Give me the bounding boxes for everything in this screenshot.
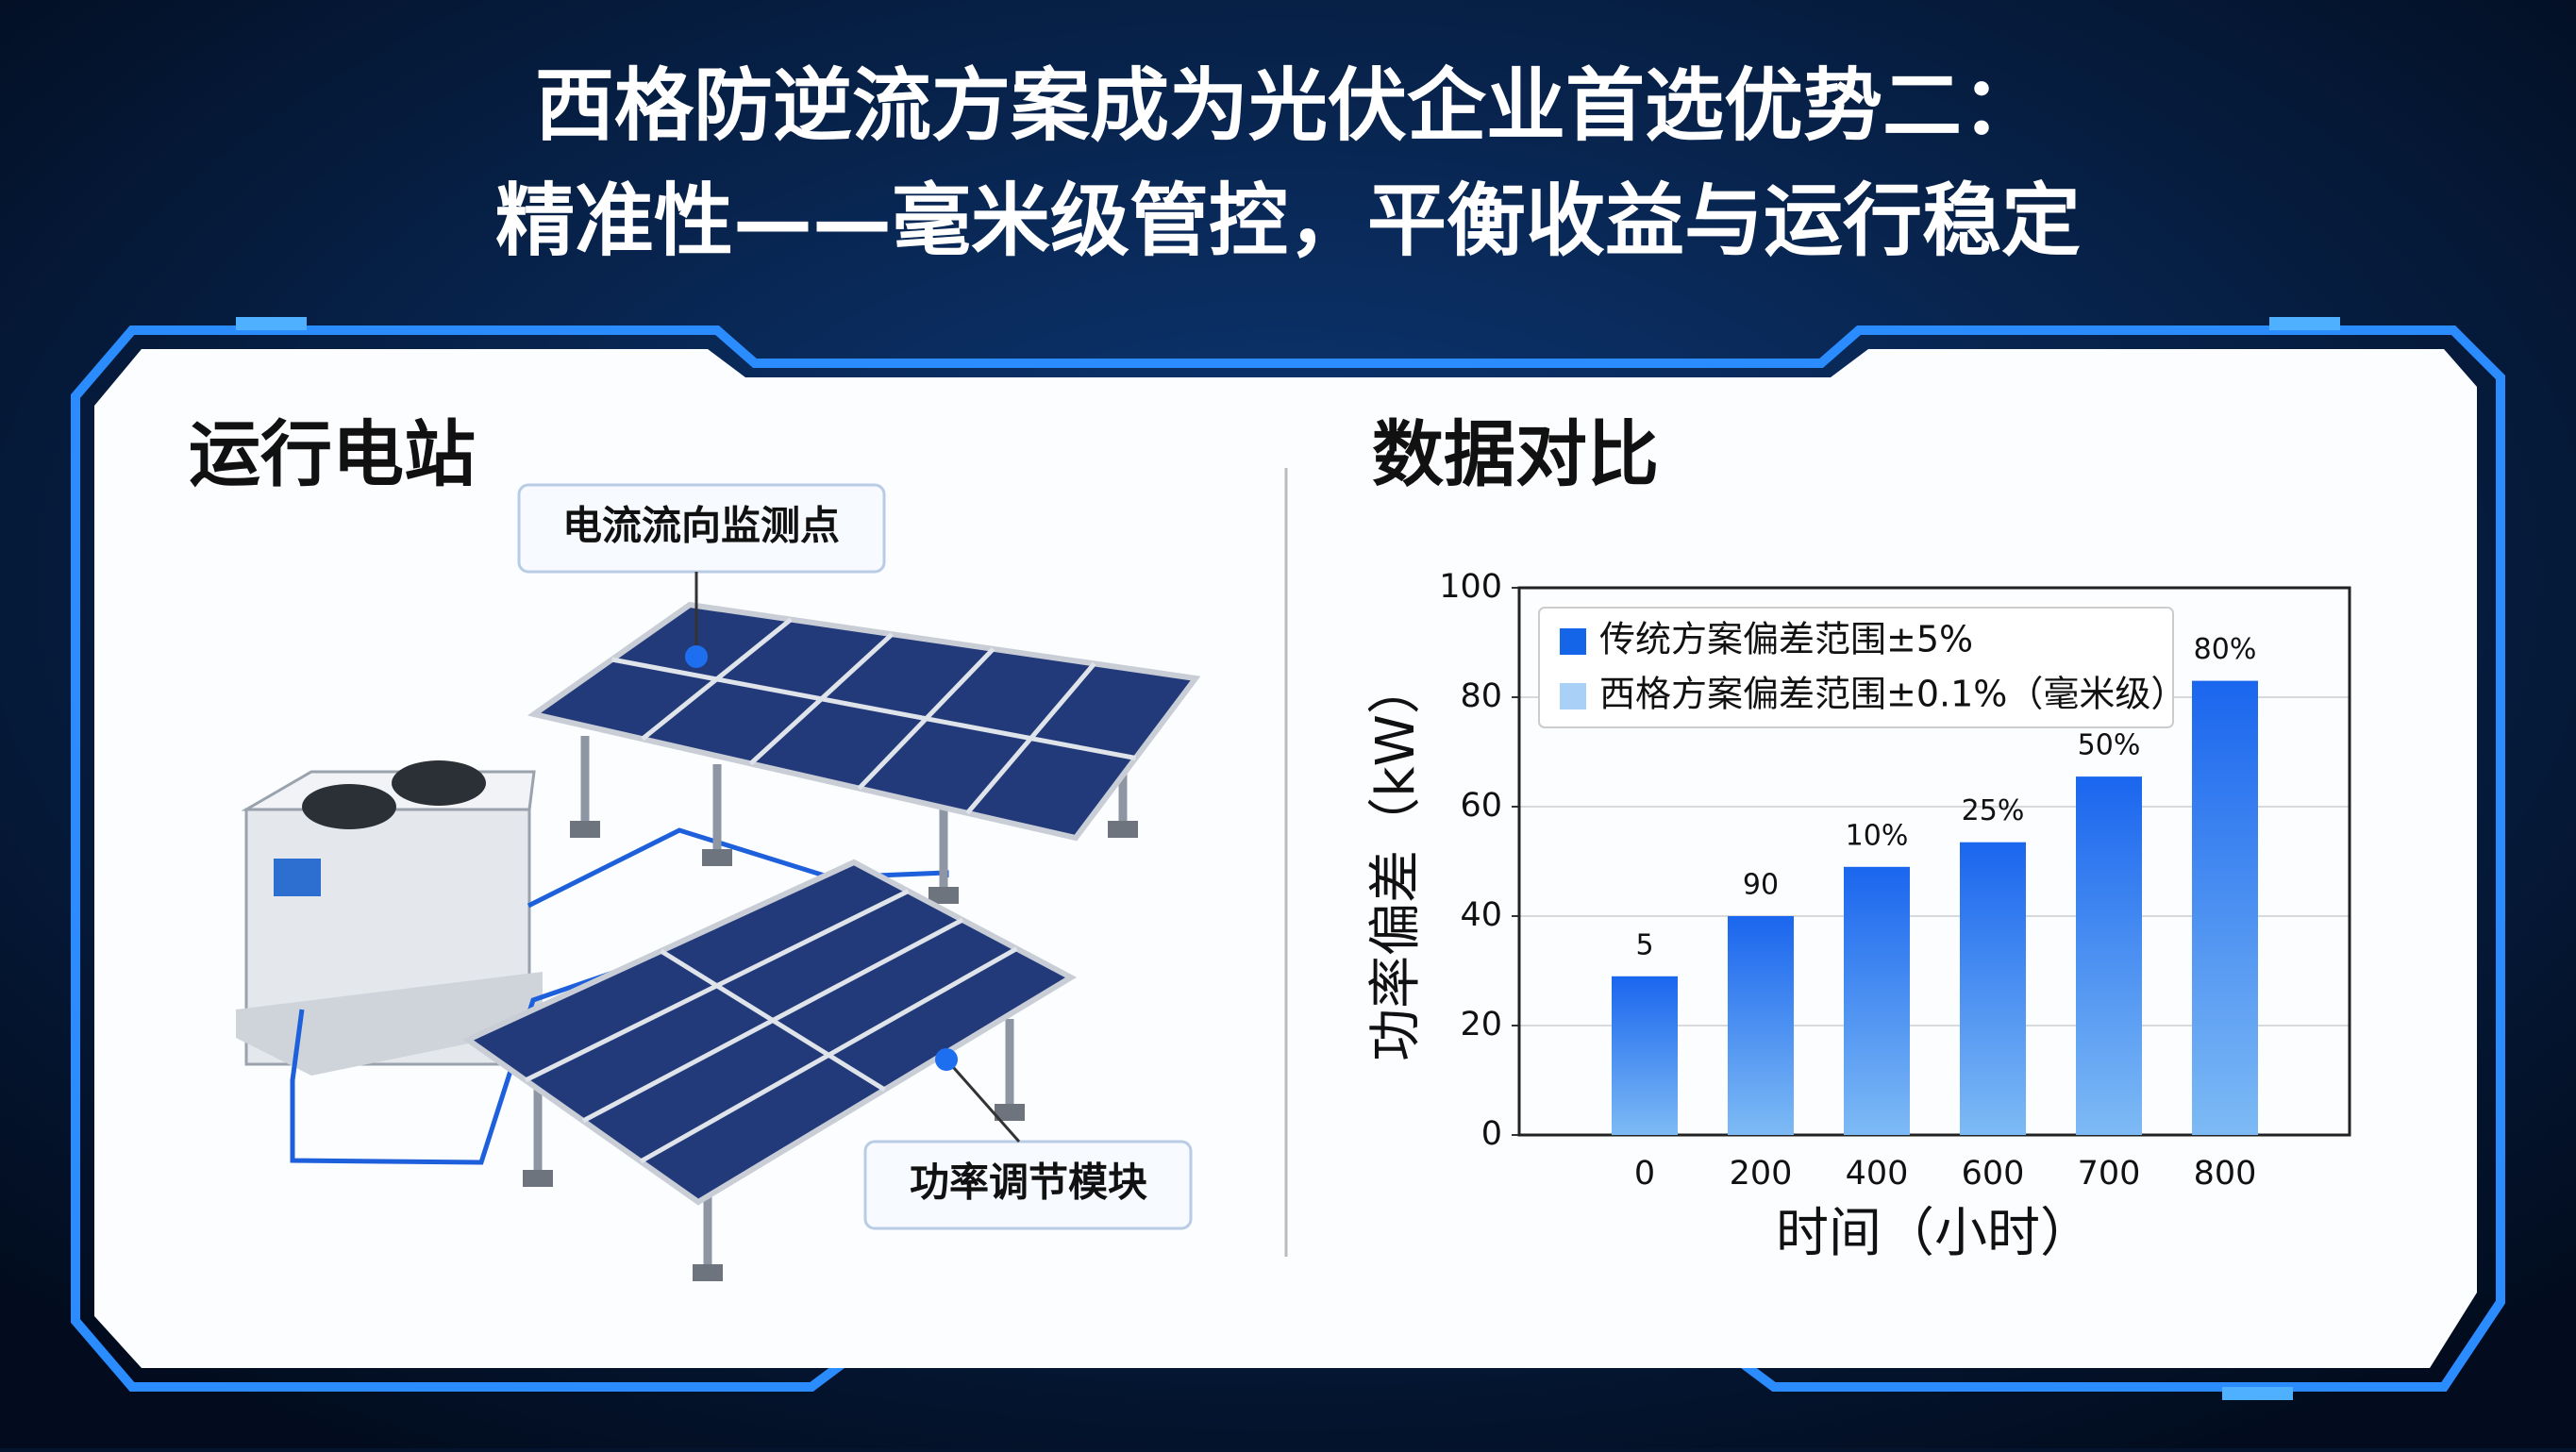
x-axis-label: 时间（小时） bbox=[1776, 1203, 2093, 1264]
panel-seam bbox=[748, 632, 895, 766]
x-tick-label: 700 bbox=[2078, 1155, 2141, 1193]
bar bbox=[1612, 976, 1678, 1135]
y-tick-label: 20 bbox=[1460, 1006, 1502, 1043]
y-tick-label: 80 bbox=[1460, 677, 1502, 715]
bar bbox=[2192, 680, 2258, 1135]
plot-frame bbox=[1517, 586, 2351, 1137]
panel-seam bbox=[965, 661, 1096, 815]
y-axis-label: 功率偏差（kW） bbox=[1365, 661, 1427, 1061]
callout-line bbox=[945, 1059, 1021, 1143]
x-tick-label: 200 bbox=[1730, 1155, 1793, 1193]
panel-seam bbox=[581, 917, 964, 1124]
x-tick-label: 800 bbox=[2194, 1155, 2257, 1193]
callout-box bbox=[863, 1140, 1193, 1230]
bar-annotation: 10% bbox=[1846, 819, 1909, 852]
x-tick-label: 400 bbox=[1846, 1155, 1909, 1193]
panel-seam bbox=[639, 946, 1018, 1164]
frame-accent bbox=[236, 317, 307, 330]
bar bbox=[2076, 776, 2142, 1135]
y-tick-label: 40 bbox=[1460, 896, 1502, 934]
y-tick-label: 100 bbox=[1439, 568, 1502, 606]
foot bbox=[523, 1170, 553, 1187]
bar bbox=[1960, 842, 2026, 1135]
panel-seam bbox=[524, 889, 910, 1083]
foot bbox=[693, 1264, 723, 1281]
x-tick-label: 600 bbox=[1962, 1155, 2025, 1193]
bar-annotation: 90 bbox=[1743, 869, 1779, 902]
foot bbox=[928, 887, 959, 904]
y-tick-label: 0 bbox=[1481, 1115, 1502, 1153]
inverter-base bbox=[236, 972, 543, 1076]
bar bbox=[1728, 916, 1794, 1135]
legend-label: 传统方案偏差范围±5% bbox=[1599, 619, 1973, 660]
title-line: 精准性——毫米级管控，平衡收益与运行稳定 bbox=[495, 175, 2081, 267]
legend-swatch bbox=[1560, 683, 1586, 709]
foot bbox=[995, 1104, 1025, 1121]
frame-accent bbox=[2269, 317, 2340, 330]
panel-seam bbox=[611, 657, 1136, 760]
panel-seam bbox=[857, 647, 995, 791]
foot bbox=[702, 849, 732, 866]
callout-box bbox=[517, 483, 886, 574]
inverter-screen bbox=[274, 859, 321, 896]
legend-label: 西格方案偏差范围±0.1%（毫米级） bbox=[1599, 674, 2186, 715]
frame-accent bbox=[2222, 1387, 2293, 1400]
bar bbox=[1844, 866, 1910, 1135]
fan bbox=[302, 784, 396, 829]
bar-annotation: 50% bbox=[2078, 729, 2141, 762]
fan bbox=[392, 760, 486, 806]
callout-dot bbox=[935, 1048, 958, 1071]
bar-annotation: 80% bbox=[2194, 633, 2257, 666]
solar-array bbox=[462, 859, 1078, 1206]
foot bbox=[570, 821, 600, 838]
panel-frame bbox=[71, 325, 2505, 1392]
callout: 电流流向监测点 bbox=[562, 503, 840, 549]
bar-annotation: 5 bbox=[1635, 928, 1653, 961]
panel-heading: 运行电站 bbox=[189, 412, 476, 496]
bar-annotation: 25% bbox=[1962, 794, 2025, 827]
foot bbox=[1108, 821, 1138, 838]
y-tick-label: 60 bbox=[1460, 787, 1502, 825]
plant-illustration bbox=[236, 601, 1201, 1281]
title-line: 西格防逆流方案成为光伏企业首选优势二： bbox=[535, 59, 2041, 152]
callout-dot bbox=[685, 645, 708, 668]
panel-seam bbox=[641, 617, 793, 742]
callout: 功率调节模块 bbox=[910, 1160, 1147, 1206]
legend-box bbox=[1538, 607, 2174, 728]
legend-swatch bbox=[1560, 628, 1586, 655]
panel-heading: 数据对比 bbox=[1372, 412, 1659, 496]
x-tick-label: 0 bbox=[1634, 1155, 1655, 1193]
